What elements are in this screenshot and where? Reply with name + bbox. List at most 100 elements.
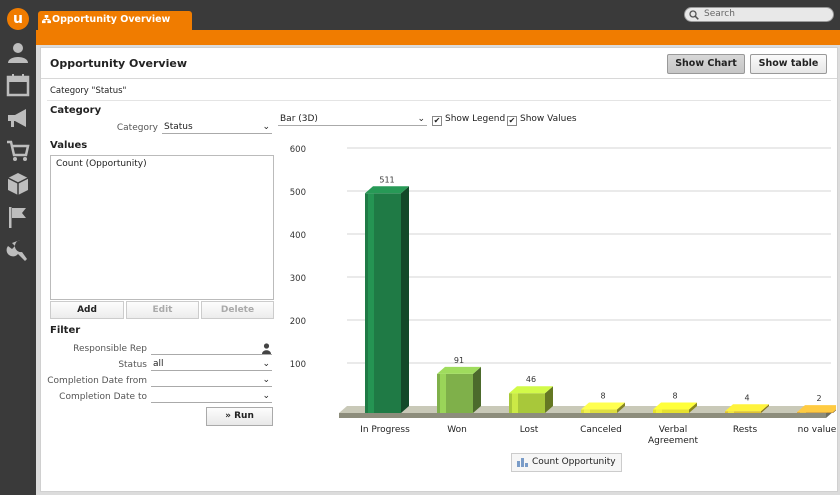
completion-to-select[interactable]: ⌄ (151, 390, 272, 403)
show-values-checkbox[interactable]: ✔ Show Values (507, 114, 577, 126)
x-tick-label: Won (447, 425, 467, 435)
y-tick-label: 300 (290, 274, 306, 284)
y-tick-label: 500 (290, 188, 306, 198)
category-subtitle: Category "Status" (50, 86, 127, 96)
bar (581, 409, 617, 413)
chart-floor-edge (339, 413, 826, 418)
responsible-rep-field[interactable] (151, 342, 272, 355)
legend-series-label: Count Opportunity (532, 457, 616, 467)
delete-button[interactable]: Delete (201, 301, 274, 319)
bar-side (761, 404, 769, 413)
x-tick-label: Canceled (580, 425, 622, 435)
wrench-icon[interactable] (6, 238, 30, 262)
bar-value-label: 8 (672, 392, 677, 401)
category-heading: Category (50, 105, 102, 116)
show-table-button[interactable]: Show table (750, 54, 827, 74)
run-label: Run (234, 411, 254, 421)
bar-value-label: 4 (744, 393, 749, 402)
main-panel: Opportunity Overview Show Chart Show tab… (40, 47, 838, 492)
bar-highlight (656, 409, 662, 413)
app-logo[interactable]: u (7, 8, 29, 30)
values-heading: Values (50, 140, 88, 151)
bar-value-label: 511 (379, 175, 394, 184)
tab-opportunity-overview[interactable]: Opportunity Overview (38, 11, 192, 30)
bar-side (545, 386, 553, 413)
bar (653, 409, 689, 413)
chart-type-value: Bar (3D) (280, 114, 318, 124)
person-picker-icon[interactable] (262, 343, 271, 354)
chevron-down-icon: ⌄ (417, 114, 425, 124)
y-tick-label: 200 (290, 317, 306, 327)
bar-side (473, 366, 481, 413)
run-icon: » (225, 411, 231, 421)
orange-header-band (36, 30, 840, 45)
chevron-down-icon: ⌄ (262, 122, 270, 132)
x-tick-label: Agreement (648, 436, 698, 446)
bar-value-label: 8 (600, 392, 605, 401)
values-list[interactable]: Count (Opportunity) (50, 155, 274, 300)
y-tick-label: 600 (290, 145, 306, 155)
bar-top (365, 186, 409, 194)
x-tick-label: Verbal (659, 425, 687, 435)
calendar-icon[interactable] (6, 73, 30, 97)
chevron-down-icon: ⌄ (262, 391, 270, 401)
search-placeholder: Search (704, 9, 735, 19)
chart-legend[interactable]: Count Opportunity (511, 453, 622, 472)
add-button[interactable]: Add (50, 301, 124, 319)
bar-side (833, 409, 836, 413)
search-icon (689, 10, 699, 20)
cart-icon[interactable] (6, 139, 30, 163)
category-select-value: Status (164, 122, 193, 132)
status-select-value: all (153, 359, 164, 369)
bar (725, 411, 761, 413)
bar-side (617, 402, 625, 413)
bar-chart-icon (517, 458, 528, 467)
chart-type-select[interactable]: Bar (3D) ⌄ (278, 113, 427, 126)
chevron-down-icon: ⌄ (262, 359, 270, 369)
bar-top (509, 386, 553, 394)
x-tick-label: Lost (520, 425, 539, 435)
filter-heading: Filter (50, 325, 81, 336)
bar-chart: 100 200 300 400 500 600 511 In Progress 91 Won 46 L… (290, 145, 836, 446)
show-values-label: Show Values (520, 114, 577, 124)
status-select[interactable]: all ⌄ (151, 358, 272, 371)
bar-top (653, 402, 697, 410)
bar-value-label: 91 (454, 356, 464, 365)
megaphone-icon[interactable] (6, 106, 30, 130)
bar-highlight (368, 193, 374, 413)
tab-label: Opportunity Overview (52, 14, 171, 25)
responsible-rep-label: Responsible Rep (73, 344, 147, 354)
y-tick-label: 100 (290, 360, 306, 370)
search-input[interactable]: Search (684, 7, 834, 22)
bar-value-label: 2 (816, 394, 821, 403)
page-title: Opportunity Overview (50, 57, 188, 70)
category-select[interactable]: Status ⌄ (162, 121, 272, 134)
show-chart-button[interactable]: Show Chart (667, 54, 745, 74)
bar-side (401, 186, 409, 413)
completion-to-label: Completion Date to (59, 392, 147, 402)
status-label: Status (118, 360, 147, 370)
chevron-down-icon: ⌄ (262, 375, 270, 385)
left-sidebar: u (0, 0, 36, 495)
list-item[interactable]: Count (Opportunity) (56, 159, 147, 169)
completion-from-label: Completion Date from (47, 376, 147, 386)
bar (797, 412, 833, 413)
edit-button[interactable]: Edit (126, 301, 199, 319)
divider (47, 100, 831, 101)
bar-highlight (584, 409, 590, 413)
completion-from-select[interactable]: ⌄ (151, 374, 272, 387)
category-label: Category (116, 123, 158, 133)
user-icon[interactable] (6, 40, 30, 64)
checkmark-icon: ✔ (432, 116, 442, 126)
checkmark-icon: ✔ (507, 116, 517, 126)
run-button[interactable]: » Run (206, 407, 273, 426)
show-legend-checkbox[interactable]: ✔ Show Legend (432, 114, 505, 126)
bar-top (437, 366, 481, 374)
bar-side (689, 402, 697, 413)
bar-highlight (800, 412, 806, 413)
flag-icon[interactable] (6, 205, 30, 229)
bar-highlight (512, 393, 518, 413)
bar-top (797, 405, 836, 413)
box-icon[interactable] (6, 172, 30, 196)
divider (41, 78, 837, 79)
